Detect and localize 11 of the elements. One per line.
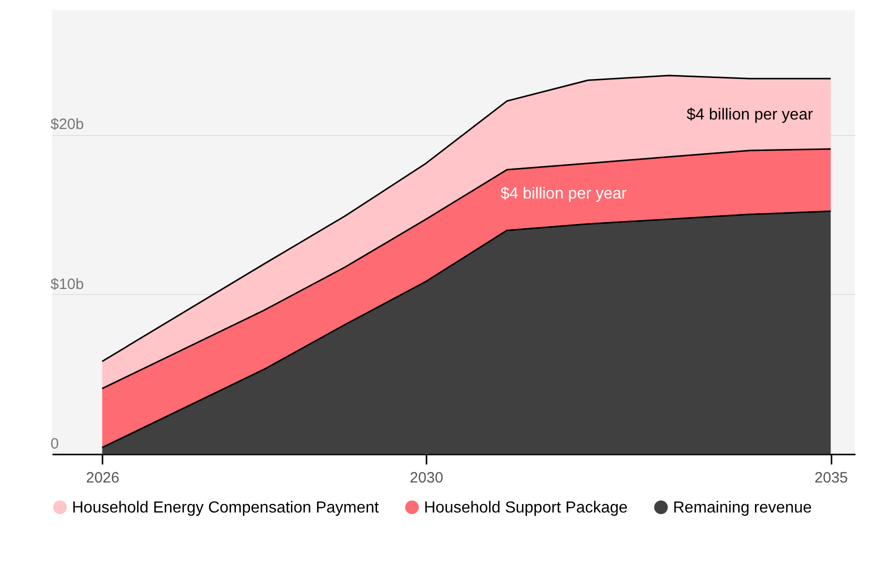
x-tick-label: 2026 <box>86 470 120 486</box>
x-tick-label: 2035 <box>814 470 848 486</box>
y-tick-label: $20b <box>50 116 84 134</box>
annotation: $4 billion per year <box>500 186 628 203</box>
y-tick-label: $10b <box>50 276 84 293</box>
legend-label: Household Energy Compensation Payment <box>72 499 380 516</box>
x-tick-label: 2030 <box>410 470 444 486</box>
legend-label: Household Support Package <box>424 499 628 516</box>
y-tick-label: 0 <box>50 436 59 452</box>
legend-label: Remaining revenue <box>673 499 812 516</box>
annotation: $4 billion per year <box>686 106 814 124</box>
